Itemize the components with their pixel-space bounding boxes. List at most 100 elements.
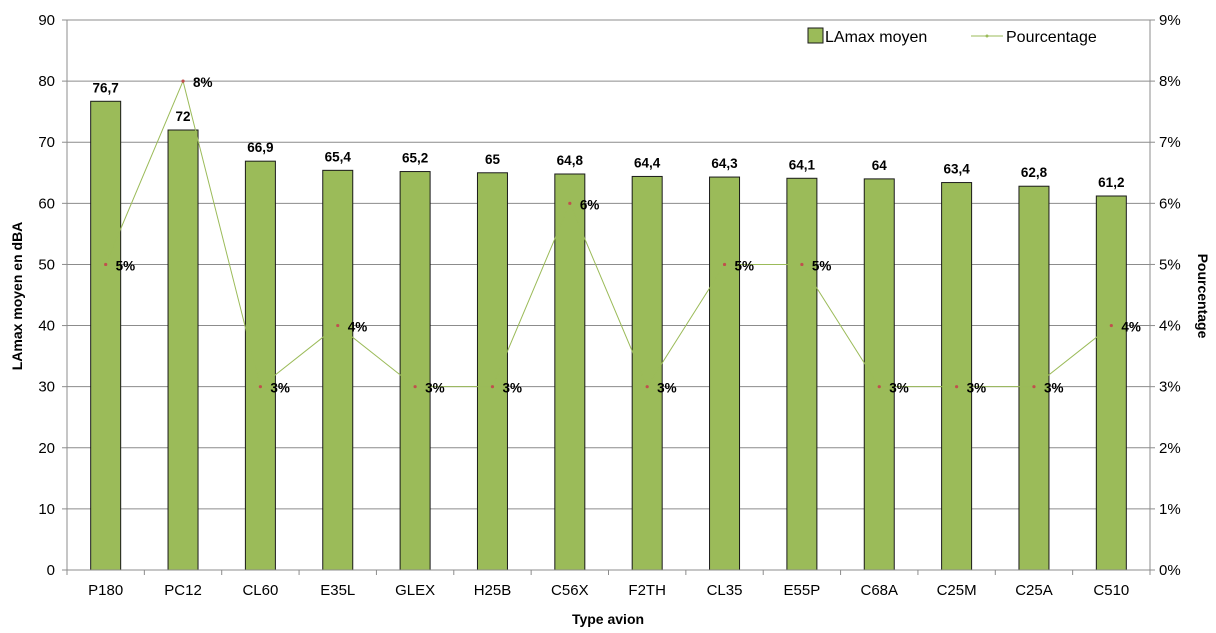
legend-line-marker: [985, 34, 989, 38]
bar: [1095, 195, 1127, 571]
y2-tick-label: 1%: [1159, 501, 1181, 518]
y2-tick-label: 2%: [1159, 440, 1181, 457]
bar: [90, 100, 122, 571]
bar: [167, 129, 199, 571]
bar-data-label: 61,2: [1098, 175, 1124, 190]
line-data-label: 8%: [193, 75, 213, 90]
x-tick-label: C510: [1093, 582, 1129, 599]
bar-data-label: 65,4: [325, 149, 352, 164]
bar: [476, 172, 508, 571]
line-data-label: 3%: [502, 381, 522, 396]
y-tick-label: 40: [38, 318, 55, 335]
bar: [554, 173, 586, 571]
bar: [631, 175, 663, 571]
line-point: [413, 385, 417, 389]
line-data-label: 3%: [889, 381, 909, 396]
legend: LAmax moyen Pourcentage: [807, 27, 1097, 46]
y-tick-label: 0: [47, 562, 55, 579]
line-data-label: 3%: [425, 381, 445, 396]
x-tick-label: H25B: [474, 582, 512, 599]
line-data-label: 3%: [967, 381, 987, 396]
y2-tick-label: 5%: [1159, 256, 1181, 273]
line-point: [1032, 385, 1036, 389]
y-axis-title: LAmax moyen en dBA: [9, 222, 25, 371]
y-tick-label: 30: [38, 379, 55, 396]
bar: [322, 169, 354, 571]
bar-data-label: 66,9: [247, 140, 273, 155]
y-tick-label: 20: [38, 440, 55, 457]
bars: [90, 100, 1127, 571]
x-tick-label: C25A: [1015, 582, 1053, 599]
bar-data-label: 72: [176, 109, 191, 124]
bar-data-label: 64,3: [711, 156, 738, 171]
y2-tick-label: 4%: [1159, 318, 1181, 335]
y2-tick-label: 9%: [1159, 12, 1181, 29]
x-tick-label: E35L: [320, 582, 355, 599]
line-point: [104, 262, 108, 267]
line-point: [1109, 323, 1113, 328]
bar: [863, 178, 895, 571]
legend-bar-swatch: [807, 27, 824, 44]
x-tick-label: C25M: [937, 582, 977, 599]
bar: [244, 160, 276, 571]
line-point: [722, 262, 727, 267]
x-axis-title: Type avion: [572, 611, 644, 627]
line-point: [490, 385, 495, 389]
bar-data-label: 64,8: [557, 153, 584, 168]
y2-tick-label: 6%: [1159, 195, 1181, 212]
line-data-label: 3%: [1044, 381, 1064, 396]
data-labels: 76,7 72 66,9 65,4 65,2 65 64,8 64,4 64,3 64,1 64 63…: [93, 75, 1141, 396]
line-data-label: 4%: [348, 320, 368, 335]
y-tick-label: 50: [38, 256, 55, 273]
line-point: [258, 385, 262, 389]
line-point: [336, 323, 340, 328]
bar-data-label: 64: [872, 158, 888, 173]
bar-data-label: 64,1: [789, 157, 816, 172]
bar: [399, 171, 431, 571]
line-data-label: 5%: [735, 258, 755, 273]
y-tick-label: 60: [38, 195, 55, 212]
line-data-label: 3%: [657, 381, 677, 396]
y2-tick-label: 7%: [1159, 134, 1181, 151]
y-tick-label: 80: [38, 73, 55, 90]
y2-tick-label: 0%: [1159, 562, 1181, 579]
x-tick-label: CL35: [707, 582, 743, 599]
x-tick-label: PC12: [164, 582, 202, 599]
line-point: [800, 262, 804, 267]
bar: [786, 177, 818, 571]
bar-data-label: 65,2: [402, 151, 428, 166]
y2-tick-label: 8%: [1159, 73, 1181, 90]
line-point: [877, 385, 881, 389]
axes: 0 10 20 30 40 50 60 70 80 90 0% 1% 2% 3% 4% 5% 6% 7% 8% 9% P…: [38, 12, 1180, 599]
line-data-label: 6%: [580, 197, 600, 212]
bar: [709, 176, 741, 571]
x-tick-label: F2TH: [628, 582, 666, 599]
line-data-label: 5%: [116, 258, 136, 273]
legend-bar-label: LAmax moyen: [825, 29, 927, 46]
y2-axis-title: Pourcentage: [1195, 254, 1211, 339]
bar-data-label: 62,8: [1021, 165, 1048, 180]
legend-line-label: Pourcentage: [1006, 29, 1097, 46]
line-data-label: 4%: [1121, 320, 1141, 335]
x-tick-label: P180: [88, 582, 123, 599]
line-point: [568, 201, 572, 205]
line-data-label: 3%: [270, 381, 290, 396]
x-tick-label: C56X: [551, 582, 589, 599]
bar: [941, 182, 973, 571]
x-tick-label: GLEX: [395, 582, 435, 599]
x-tick-label: E55P: [784, 582, 821, 599]
bar-data-label: 76,7: [93, 80, 119, 95]
line-point: [955, 385, 959, 389]
bar-data-label: 63,4: [943, 162, 970, 177]
line-point: [645, 385, 649, 389]
bar-data-label: 64,4: [634, 155, 661, 170]
percentage-line: [104, 79, 1113, 389]
y-tick-label: 10: [38, 501, 55, 518]
bar: [1018, 185, 1050, 571]
line-point: [181, 79, 185, 83]
line-data-label: 5%: [812, 258, 832, 273]
y-tick-label: 70: [38, 134, 55, 151]
x-tick-label: C68A: [860, 582, 898, 599]
y2-tick-label: 3%: [1159, 379, 1181, 396]
